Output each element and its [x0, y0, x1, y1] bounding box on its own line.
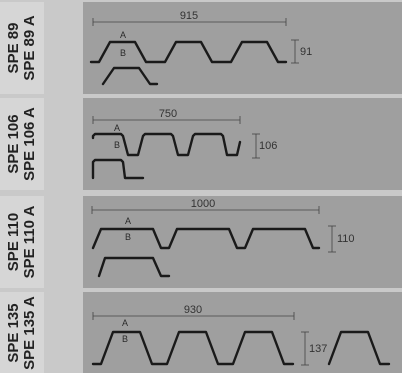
- height-value: 110: [337, 233, 355, 245]
- profile-drawing: 930 137 A B: [91, 304, 391, 366]
- height-dimension: 106: [252, 133, 277, 159]
- profile-row-spe-106: SPE 106 SPE 106 A 750 106 A B: [0, 98, 402, 190]
- face-a-label: A: [120, 30, 126, 40]
- profile-drawing: 750 106 A B: [91, 108, 277, 180]
- profile-name: SPE 110: [5, 212, 22, 272]
- profile-drawing-panel: 750 106 A B: [83, 98, 402, 190]
- face-b-label: B: [114, 140, 120, 150]
- width-value: 1000: [191, 198, 215, 210]
- profile-row-spe-89: SPE 89 SPE 89 A 915 91: [0, 2, 402, 94]
- height-dimension: 137: [301, 331, 327, 366]
- profile-drawing-panel: 1000 110 A B: [83, 196, 402, 288]
- face-b-label: B: [125, 232, 131, 242]
- profile-section-variant-a: [101, 66, 159, 86]
- profile-drawing: 915 91 A B: [89, 10, 312, 86]
- width-dimension: 1000: [91, 198, 320, 214]
- width-dimension: 930: [92, 304, 295, 320]
- width-value: 750: [159, 108, 177, 120]
- face-b-label: B: [120, 48, 126, 58]
- width-value: 915: [180, 10, 198, 22]
- profile-label: SPE 106 SPE 106 A: [0, 98, 44, 190]
- height-dimension: 110: [328, 225, 355, 253]
- profile-section-variant-a: [327, 330, 391, 366]
- profile-section: [91, 227, 321, 250]
- width-dimension: 915: [92, 10, 287, 26]
- profile-drawing: 1000 110 A B: [91, 198, 355, 278]
- profile-name-a: SPE 106 A: [21, 107, 38, 181]
- height-value: 106: [259, 140, 277, 152]
- height-value: 91: [300, 46, 312, 58]
- profile-name: SPE 106: [5, 114, 22, 174]
- profile-drawing-panel: 915 91 A B: [83, 2, 402, 94]
- profile-row-spe-110: SPE 110 SPE 110 A 1000 110 A B: [0, 196, 402, 288]
- profile-section: [91, 132, 242, 157]
- profile-row-spe-135: SPE 135 SPE 135 A 930 137 A B: [0, 292, 402, 373]
- height-dimension: 91: [291, 39, 312, 64]
- face-a-label: A: [114, 123, 120, 133]
- width-dimension: 750: [92, 108, 241, 124]
- profile-drawing-panel: 930 137 A B: [83, 292, 402, 373]
- profile-name-a: SPE 89 A: [21, 15, 38, 81]
- profile-section: [89, 40, 288, 64]
- profile-name-a: SPE 135 A: [21, 295, 38, 370]
- width-value: 930: [184, 304, 202, 316]
- profile-label: SPE 89 SPE 89 A: [0, 2, 44, 94]
- profile-label: SPE 110 SPE 110 A: [0, 196, 44, 288]
- profile-section: [91, 330, 295, 366]
- profile-name: SPE 89: [5, 22, 22, 74]
- profile-section-variant-a: [97, 256, 171, 278]
- profile-name: SPE 135: [5, 302, 22, 363]
- face-a-label: A: [125, 216, 131, 226]
- height-value: 137: [309, 343, 327, 355]
- profile-label: SPE 135 SPE 135 A: [0, 292, 44, 373]
- profile-name-a: SPE 110 A: [21, 205, 38, 279]
- profile-section-variant-a: [91, 158, 145, 180]
- face-a-label: A: [122, 318, 128, 328]
- face-b-label: B: [122, 334, 128, 344]
